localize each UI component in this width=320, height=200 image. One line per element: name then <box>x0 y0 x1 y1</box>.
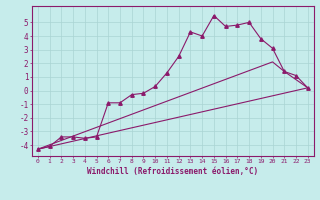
X-axis label: Windchill (Refroidissement éolien,°C): Windchill (Refroidissement éolien,°C) <box>87 167 258 176</box>
